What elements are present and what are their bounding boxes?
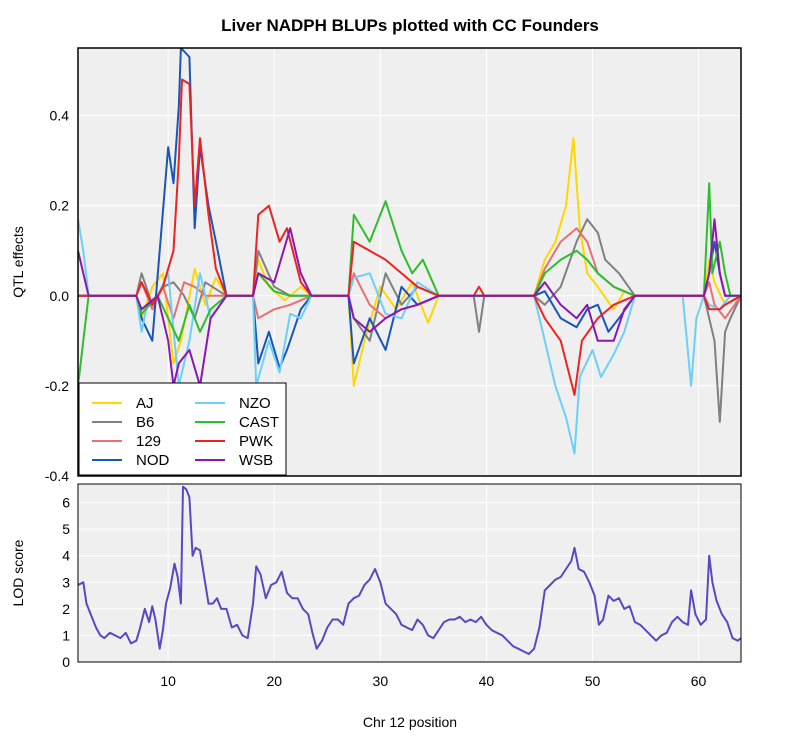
y-tick-label: 0 (62, 654, 70, 670)
x-tick-label: 40 (479, 673, 495, 689)
y-tick-label: 0.0 (50, 288, 70, 304)
lod-y-axis-label: LOD score (10, 539, 26, 606)
x-tick-label: 50 (585, 673, 601, 689)
qtl-effects-plot-border (77, 47, 742, 477)
x-tick-label: 20 (266, 673, 282, 689)
qtl-effects-panel: -0.4 -0.2 0.0 0.2 0.4 QTL effects AJ B6 129 NOD… (10, 47, 742, 484)
x-tick-label: 60 (691, 673, 707, 689)
lod-score-panel: 0 1 2 3 4 5 6 LOD score 10 20 30 40 50 60 (10, 483, 742, 689)
y-tick-label: 0.2 (50, 198, 70, 214)
lod-y-axis: 0 1 2 3 4 5 6 (62, 495, 70, 670)
y-tick-label: 6 (62, 495, 70, 511)
legend-label: WSB (239, 452, 273, 469)
qtl-effects-y-axis-label: QTL effects (10, 226, 26, 298)
legend-label: 129 (136, 433, 161, 450)
legend-label: NZO (239, 395, 271, 412)
qtl-effects-y-axis: -0.4 -0.2 0.0 0.2 0.4 (45, 108, 69, 484)
y-tick-label: 1 (62, 627, 70, 643)
lod-plot-background (78, 484, 741, 662)
qtl-effects-series-lines (78, 48, 741, 455)
x-axis: 10 20 30 40 50 60 (160, 673, 706, 689)
y-tick-label: -0.4 (45, 468, 69, 484)
y-tick-label: 4 (62, 548, 70, 564)
legend-label: AJ (136, 395, 154, 412)
legend-label: NOD (136, 452, 170, 469)
chart-title: Liver NADPH BLUPs plotted with CC Founde… (221, 16, 599, 35)
series-line-pwk (78, 78, 741, 396)
series-line-wsb (78, 218, 741, 387)
x-tick-label: 30 (373, 673, 389, 689)
legend: AJ B6 129 NOD NZO CAST PWK WSB (78, 382, 287, 476)
x-tick-label: 10 (160, 673, 176, 689)
y-tick-label: 2 (62, 601, 70, 617)
x-axis-label: Chr 12 position (363, 714, 457, 730)
y-tick-label: 3 (62, 574, 70, 590)
y-tick-label: 5 (62, 521, 70, 537)
y-tick-label: 0.4 (50, 108, 70, 124)
series-line-lod (77, 485, 742, 655)
lod-plot-border (77, 483, 742, 663)
lod-series-line (77, 485, 742, 655)
legend-label: PWK (239, 433, 273, 450)
legend-label: CAST (239, 414, 279, 431)
legend-label: B6 (136, 414, 154, 431)
y-tick-label: -0.2 (45, 378, 69, 394)
